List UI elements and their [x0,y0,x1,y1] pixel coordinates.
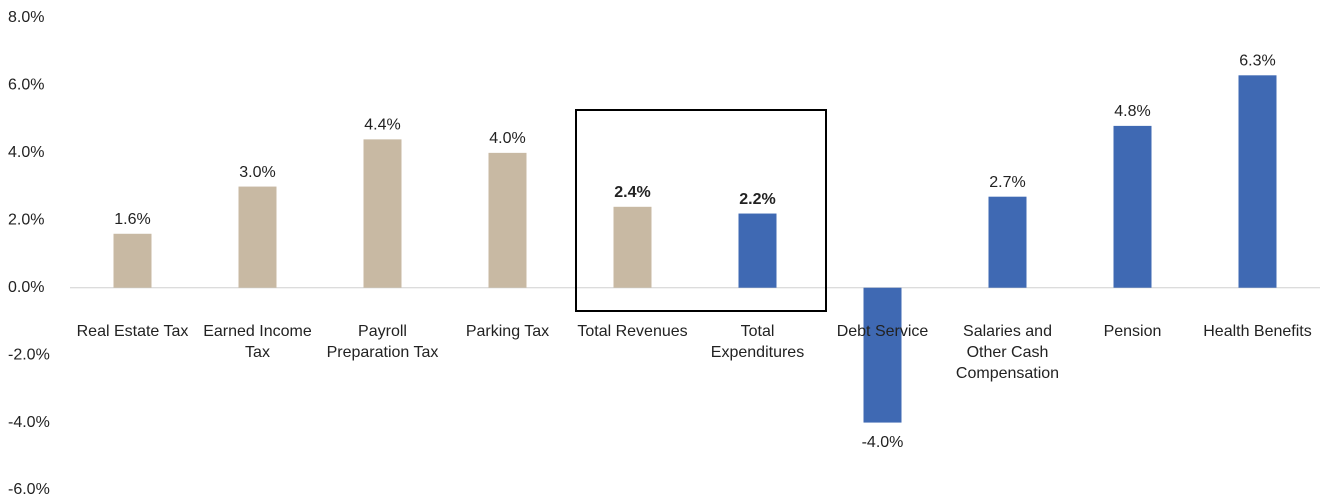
value-label: 2.7% [989,174,1025,191]
bar [238,186,277,288]
x-tick-label: Total Expenditures [710,323,805,361]
y-tick-label: 0.0% [8,279,44,296]
bar [988,196,1027,288]
bar [1113,125,1152,288]
x-tick-label: Health Benefits [1203,323,1312,340]
y-tick-label: 8.0% [8,9,44,26]
value-label: -4.0% [862,434,904,451]
value-label: 2.2% [739,191,775,208]
value-label: 6.3% [1239,53,1275,70]
bar [863,287,902,423]
x-tick-label: Total Revenues [577,323,688,340]
value-label: 4.0% [489,130,525,147]
y-tick-label: 2.0% [8,212,44,229]
value-label: 4.8% [1114,103,1150,120]
value-label: 2.4% [614,184,650,201]
bar [613,206,652,288]
highlight-box [575,109,827,312]
bar [488,152,527,288]
y-tick-label: -4.0% [8,414,50,431]
y-tick-label: 6.0% [8,77,44,94]
value-label: 4.4% [364,117,400,134]
x-tick-label: Debt Service [836,323,929,340]
x-tick-label: Pension [1103,323,1162,340]
value-label: 3.0% [239,164,275,181]
bar [363,139,402,288]
y-tick-label: -2.0% [8,346,50,363]
y-tick-label: 4.0% [8,144,44,161]
x-tick-label: Salaries and Other Cash Compensation [955,323,1060,382]
bar [1238,75,1277,288]
x-tick-label: Earned Income Tax [203,323,312,361]
y-tick-label: -6.0% [8,481,50,498]
bar [113,233,152,288]
bar [738,213,777,288]
value-label: 1.6% [114,211,150,228]
x-tick-label: Real Estate Tax [76,323,189,340]
x-tick-label: Payroll Preparation Tax [326,323,439,361]
x-tick-label: Parking Tax [465,323,550,340]
